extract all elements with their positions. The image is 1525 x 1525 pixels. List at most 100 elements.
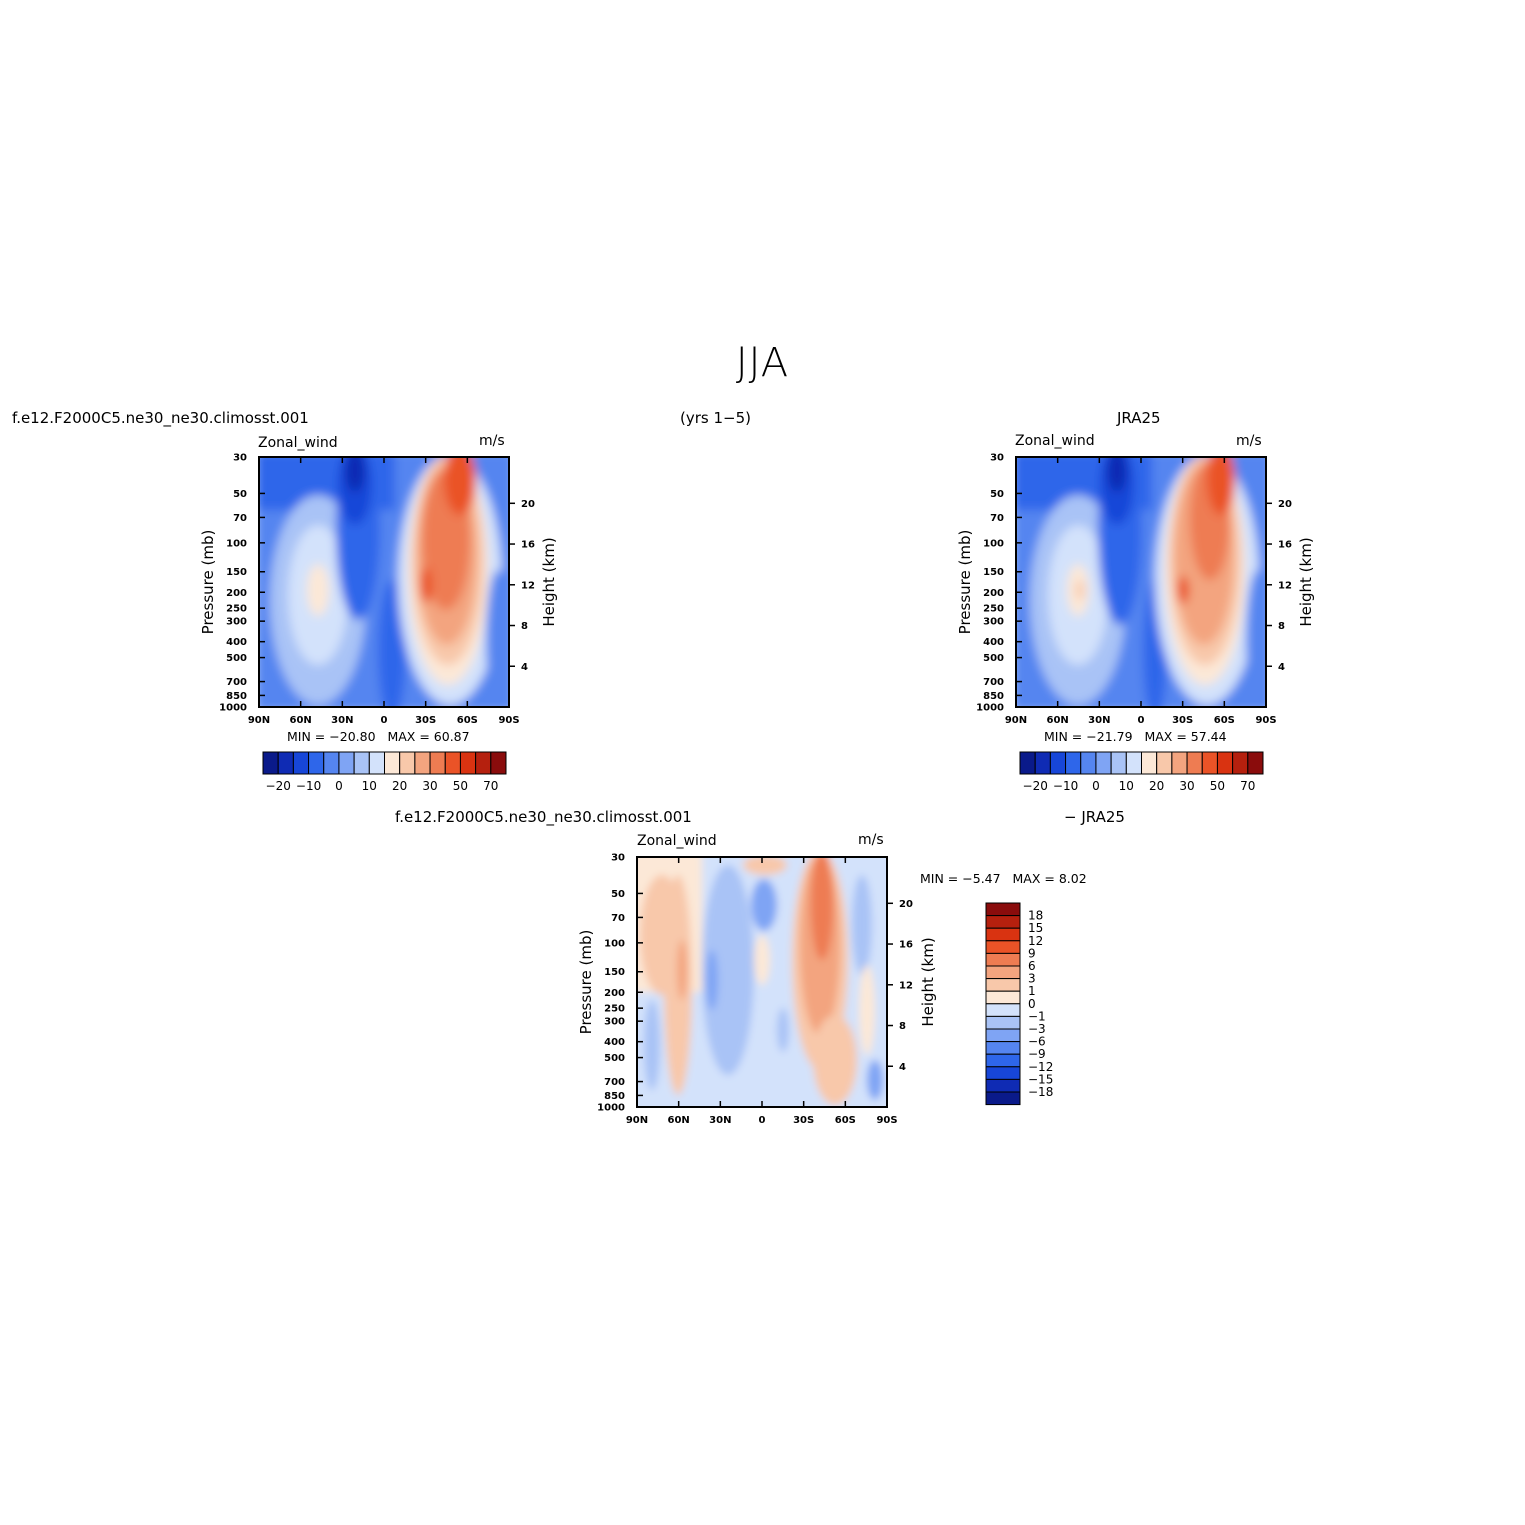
obs-y2-tick-label: 16 <box>1278 540 1292 551</box>
diff-colorbar-label: 1 <box>1028 984 1036 998</box>
obs-colorbar-label: 50 <box>1210 779 1225 793</box>
model-field <box>259 457 509 707</box>
obs-colorbar-box <box>1019 751 1036 775</box>
obs-colorbar-box <box>1201 751 1218 775</box>
model-y-tick-label: 100 <box>226 538 247 549</box>
obs-y2-tick-label: 20 <box>1278 499 1292 510</box>
obs-y2-tick-label: 12 <box>1278 580 1292 591</box>
model-x-tick-label: 0 <box>381 715 388 726</box>
diff-colorbar-label: −18 <box>1028 1085 1053 1099</box>
model-y2-tick-label: 16 <box>521 540 535 551</box>
diff-colorbar-label: −15 <box>1028 1072 1053 1086</box>
model-max-value: 60.87 <box>433 729 470 744</box>
diff-colorbar-box <box>985 915 1021 929</box>
obs-colorbar-label: 20 <box>1149 779 1164 793</box>
obs-x-tick-label: 90N <box>1005 715 1027 726</box>
obs-colorbar-label: 30 <box>1179 779 1194 793</box>
diff-y-tick-label: 70 <box>611 913 625 924</box>
diff-max-value: 8.02 <box>1058 871 1087 886</box>
diff-colorbar-box <box>985 1041 1021 1055</box>
model-min-label: MIN = <box>287 729 326 744</box>
obs-x-tick-label: 30N <box>1088 715 1110 726</box>
obs-min-value: −21.79 <box>1086 729 1133 744</box>
model-x-tick-label: 90S <box>498 715 519 726</box>
obs-y-tick-label: 70 <box>990 513 1004 524</box>
diff-colorbar-label: 0 <box>1028 997 1036 1011</box>
obs-field <box>1016 457 1266 707</box>
model-case-label: f.e12.F2000C5.ne30_ne30.climosst.001 <box>12 409 309 427</box>
diff-colorbar-box <box>985 940 1021 954</box>
diff-y-tick-label: 500 <box>604 1053 625 1064</box>
diff-y-tick-label: 700 <box>604 1077 625 1088</box>
model-y-tick-label: 700 <box>226 677 247 688</box>
model-colorbar-label: −10 <box>296 779 321 793</box>
diff-y-tick-label: 50 <box>611 889 625 900</box>
diff-y-tick-label: 150 <box>604 967 625 978</box>
obs-max-label: MAX = <box>1144 729 1187 744</box>
obs-x-tick-label: 0 <box>1138 715 1145 726</box>
obs-y2-tick-label: 4 <box>1278 662 1285 673</box>
diff-y-tick-label: 30 <box>611 853 625 864</box>
model-colorbar-box <box>490 751 507 775</box>
diff-x-tick-label: 60S <box>835 1115 856 1126</box>
obs-y-tick-label: 100 <box>983 538 1004 549</box>
diff-y2-tick-label: 12 <box>899 980 913 991</box>
years-label: (yrs 1−5) <box>680 409 751 427</box>
obs-colorbar-box <box>1080 751 1097 775</box>
model-y-tick-label: 250 <box>226 604 247 615</box>
model-colorbar-label: −20 <box>266 779 291 793</box>
obs-y-tick-label: 300 <box>983 617 1004 628</box>
diff-max-label: MAX = <box>1012 871 1055 886</box>
diff-colorbar-label: 9 <box>1028 946 1036 960</box>
diff-units-label: m/s <box>858 832 884 848</box>
model-y-tick-label: 500 <box>226 653 247 664</box>
diff-variable-label: Zonal_wind <box>637 833 717 849</box>
main-title: JJA <box>735 340 790 386</box>
obs-min-label: MIN = <box>1044 729 1083 744</box>
obs-units-label: m/s <box>1236 433 1262 449</box>
diff-y-tick-label: 400 <box>604 1037 625 1048</box>
model-colorbar-box <box>414 751 431 775</box>
obs-colorbar-box <box>1141 751 1158 775</box>
obs-colorbar-label: 70 <box>1240 779 1255 793</box>
diff-colorbar-label: 18 <box>1028 909 1043 923</box>
diff-x-tick-label: 60N <box>668 1115 690 1126</box>
diff-x-tick-label: 90N <box>626 1115 648 1126</box>
obs-max-value: 57.44 <box>1190 729 1227 744</box>
obs-y-tick-label: 200 <box>983 588 1004 599</box>
model-colorbar-box <box>384 751 401 775</box>
diff-colorbar-label: 3 <box>1028 972 1036 986</box>
obs-colorbar-label: 0 <box>1092 779 1100 793</box>
obs-colorbar-box <box>1186 751 1203 775</box>
diff-colorbar-box <box>985 1003 1021 1017</box>
model-colorbar-label: 70 <box>483 779 498 793</box>
obs-y-tick-label: 50 <box>990 489 1004 500</box>
obs-ylabel: Pressure (mb) <box>956 530 974 635</box>
diff-axes: 90N 60N 30N 0 30S 60S 90S 30 50 70 100 150 200 250 300… <box>597 853 913 1127</box>
model-colorbar-label: 20 <box>392 779 407 793</box>
model-x-tick-label: 60N <box>290 715 312 726</box>
model-units-label: m/s <box>479 433 505 449</box>
model-y-tick-label: 200 <box>226 588 247 599</box>
model-colorbar-label: 0 <box>335 779 343 793</box>
diff-field <box>637 857 887 1107</box>
diff-y-tick-label: 300 <box>604 1017 625 1028</box>
model-y-tick-label: 50 <box>233 489 247 500</box>
obs-colorbar-box <box>1110 751 1127 775</box>
model-colorbar-label: 10 <box>362 779 377 793</box>
model-colorbar: −20 −10 0 10 20 30 50 70 <box>262 751 507 793</box>
diff-x-tick-label: 30S <box>793 1115 814 1126</box>
model-colorbar-label: 30 <box>422 779 437 793</box>
diff-y-tick-label: 850 <box>604 1091 625 1102</box>
obs-colorbar-box <box>1232 751 1249 775</box>
diff-y2-tick-label: 4 <box>899 1062 906 1073</box>
obs-minmax: MIN = −21.79 MAX = 57.44 <box>1044 729 1227 744</box>
obs-colorbar-label: 10 <box>1119 779 1134 793</box>
diff-colorbar-box <box>985 1015 1021 1030</box>
obs-colorbar-box <box>1216 751 1234 775</box>
model-colorbar-box <box>323 751 340 775</box>
model-axes: 90N 60N 30N 0 30S 60S 90S 30 50 70 100 150 200 250 300… <box>219 453 535 727</box>
model-colorbar-box <box>429 751 446 775</box>
obs-y-tick-label: 400 <box>983 637 1004 648</box>
obs-colorbar-label: −10 <box>1053 779 1078 793</box>
